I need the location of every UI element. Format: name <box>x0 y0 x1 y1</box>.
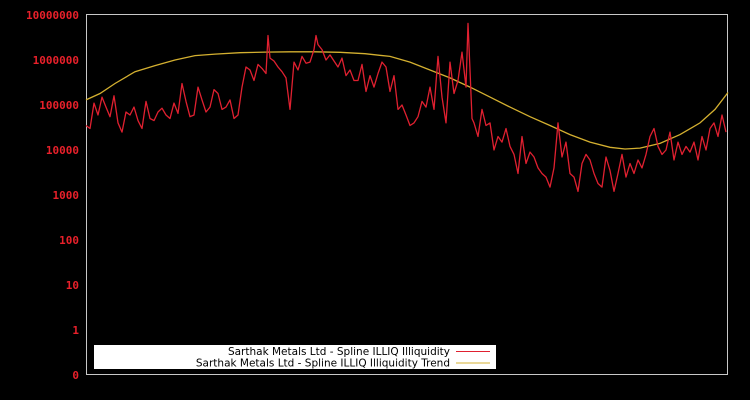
legend-label-trend: Sarthak Metals Ltd - Spline ILLIQ Illiqu… <box>196 358 450 370</box>
illiquidity-series-line <box>85 22 727 193</box>
y-tick-label: 1 <box>72 324 79 337</box>
legend-box <box>94 345 496 369</box>
y-tick-label: 10000 <box>46 144 79 157</box>
legend: Sarthak Metals Ltd - Spline ILLIQ Illiqu… <box>94 345 496 370</box>
y-tick-label: 1000000 <box>33 54 79 67</box>
trend-line <box>85 51 729 150</box>
plot-frame <box>86 14 728 375</box>
legend-label-series: Sarthak Metals Ltd - Spline ILLIQ Illiqu… <box>228 346 450 358</box>
y-tick-label: 1000 <box>53 189 80 202</box>
y-tick-label: 10000000 <box>26 9 79 22</box>
y-tick-label: 100 <box>59 234 79 247</box>
y-tick-label: 0 <box>72 369 79 382</box>
y-tick-label: 10 <box>66 279 79 292</box>
y-tick-label: 100000 <box>39 99 79 112</box>
